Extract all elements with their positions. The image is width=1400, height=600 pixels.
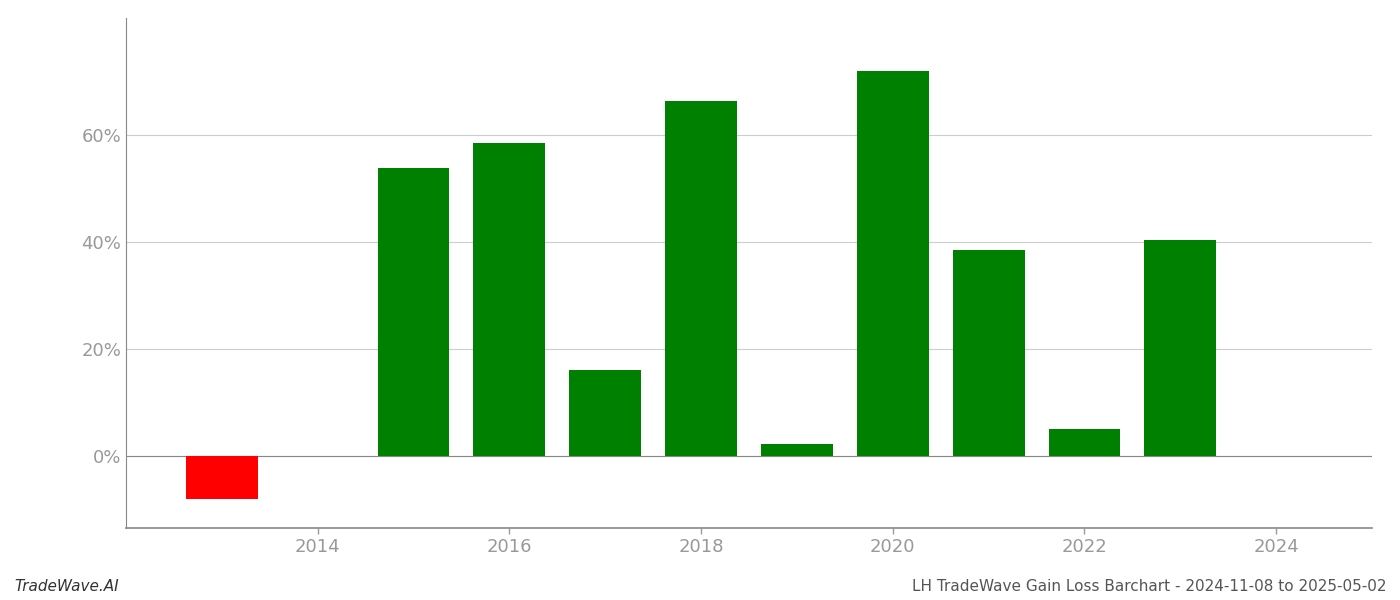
Text: LH TradeWave Gain Loss Barchart - 2024-11-08 to 2025-05-02: LH TradeWave Gain Loss Barchart - 2024-1… <box>911 579 1386 594</box>
Bar <box>1049 429 1120 456</box>
Bar <box>665 101 736 456</box>
Bar <box>1144 239 1217 456</box>
Text: TradeWave.AI: TradeWave.AI <box>14 579 119 594</box>
Bar <box>473 143 546 456</box>
Bar <box>570 370 641 456</box>
Bar <box>378 167 449 456</box>
Bar <box>952 250 1025 456</box>
Bar <box>762 444 833 456</box>
Bar <box>186 456 258 499</box>
Bar <box>857 71 928 456</box>
